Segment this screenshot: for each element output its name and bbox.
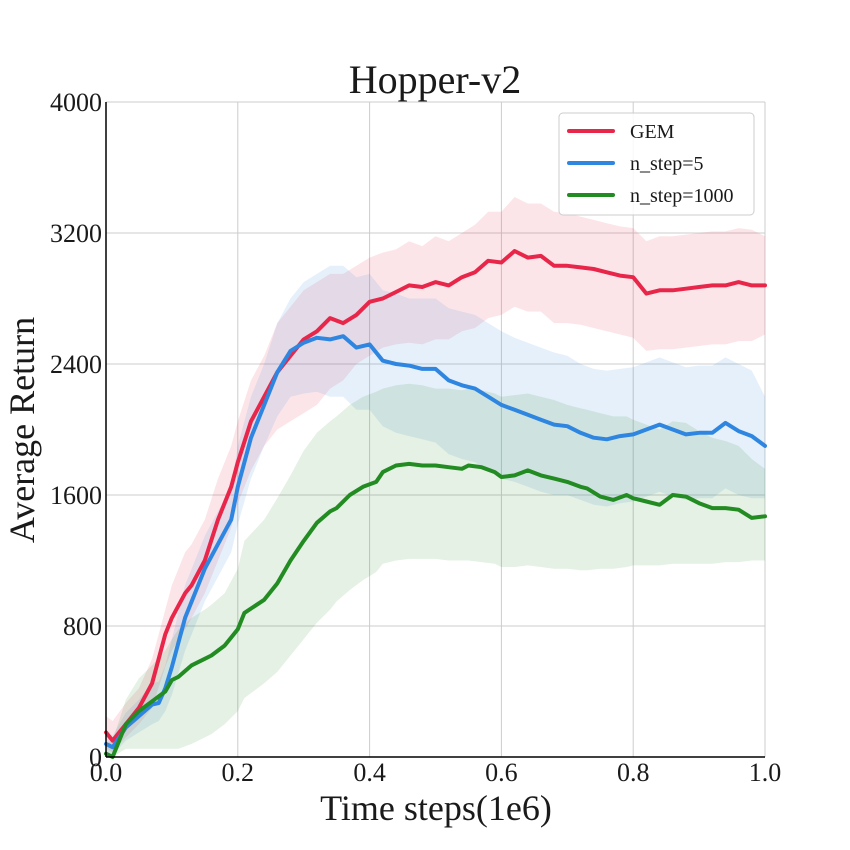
- band-series-1: [106, 197, 765, 753]
- y-tick-label: 4000: [50, 88, 102, 117]
- legend-box: [558, 112, 755, 216]
- x-tick-label: 0.0: [90, 758, 123, 787]
- x-axis-label: Time steps(1e6): [320, 788, 552, 828]
- legend: GEM n_step=5 n_step=1000: [558, 112, 755, 216]
- x-tick-label: 0.4: [353, 758, 386, 787]
- y-tick-label: 0: [89, 743, 102, 772]
- legend-label-3: n_step=1000: [630, 185, 734, 207]
- line-series-1: [104, 249, 767, 743]
- tick-labels: 0.0 0.2 0.4 0.6 0.8 1.0 0 800 1600 2400 3200 4000: [50, 88, 781, 787]
- y-axis-label: Average Return: [2, 317, 42, 543]
- line-series-2: [104, 334, 767, 750]
- axes: [105, 102, 765, 758]
- x-tick-label: 0.8: [617, 758, 650, 787]
- series-lines: [104, 249, 767, 759]
- x-tick-label: 1.0: [749, 758, 782, 787]
- band-series-3: [106, 383, 765, 757]
- x-tick-label: 0.2: [222, 758, 255, 787]
- y-tick-label: 2400: [50, 350, 102, 379]
- legend-label-1: GEM: [630, 121, 675, 143]
- legend-label-2: n_step=5: [630, 153, 704, 175]
- y-tick-label: 800: [63, 612, 102, 641]
- y-tick-label: 1600: [50, 481, 102, 510]
- chart-title: Hopper-v2: [349, 57, 521, 102]
- y-tick-label: 3200: [50, 219, 102, 248]
- line-series-3: [104, 461, 767, 759]
- x-tick-label: 0.6: [485, 758, 518, 787]
